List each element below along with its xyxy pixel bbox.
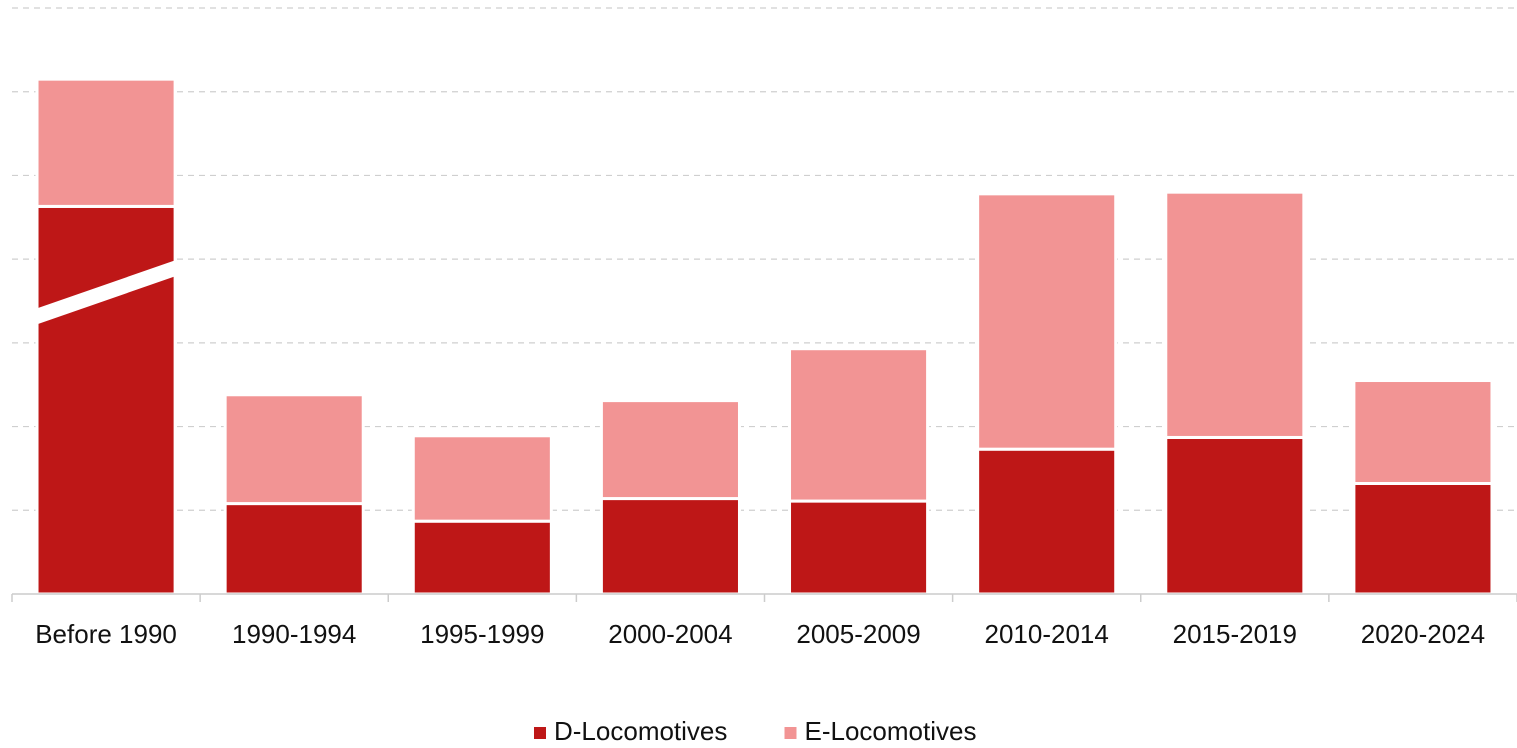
axis-break [38,260,176,324]
bar-segment [35,77,177,208]
bar-segment [1352,379,1494,485]
bar-segment [599,497,741,596]
bar-segment [411,434,553,523]
x-tick-label: 1990-1994 [232,619,356,649]
bar-segment [223,502,365,596]
x-tick-label: 2020-2024 [1361,619,1485,649]
legend-label: D-Locomotives [554,716,727,746]
x-tick-label: 1995-1999 [420,619,544,649]
bar-segment [788,347,930,503]
bar-segment [599,399,741,501]
x-axis: Before 1990 1990-1994 1995-1999 2000-2004 20… [11,593,1517,649]
legend-swatch [534,727,546,739]
x-tick-label: 2015-2019 [1173,619,1297,649]
x-tick-label: 2005-2009 [796,619,920,649]
bar-segment [35,204,177,596]
x-tick-label: 2010-2014 [985,619,1109,649]
bar-segment [788,499,930,596]
bar-segment [223,393,365,506]
bar-segment [1164,435,1306,596]
bar-segment [1352,481,1494,596]
bars [35,77,1494,596]
legend: D-Locomotives E-Locomotives [534,716,976,746]
legend-label: E-Locomotives [805,716,977,746]
bar-segment [976,447,1118,596]
x-tick-label: Before 1990 [35,619,177,649]
x-tick-label: 2000-2004 [608,619,732,649]
bar-segment [1164,190,1306,439]
bar-segment [411,519,553,596]
bar-segment [976,192,1118,451]
legend-swatch [784,727,797,739]
